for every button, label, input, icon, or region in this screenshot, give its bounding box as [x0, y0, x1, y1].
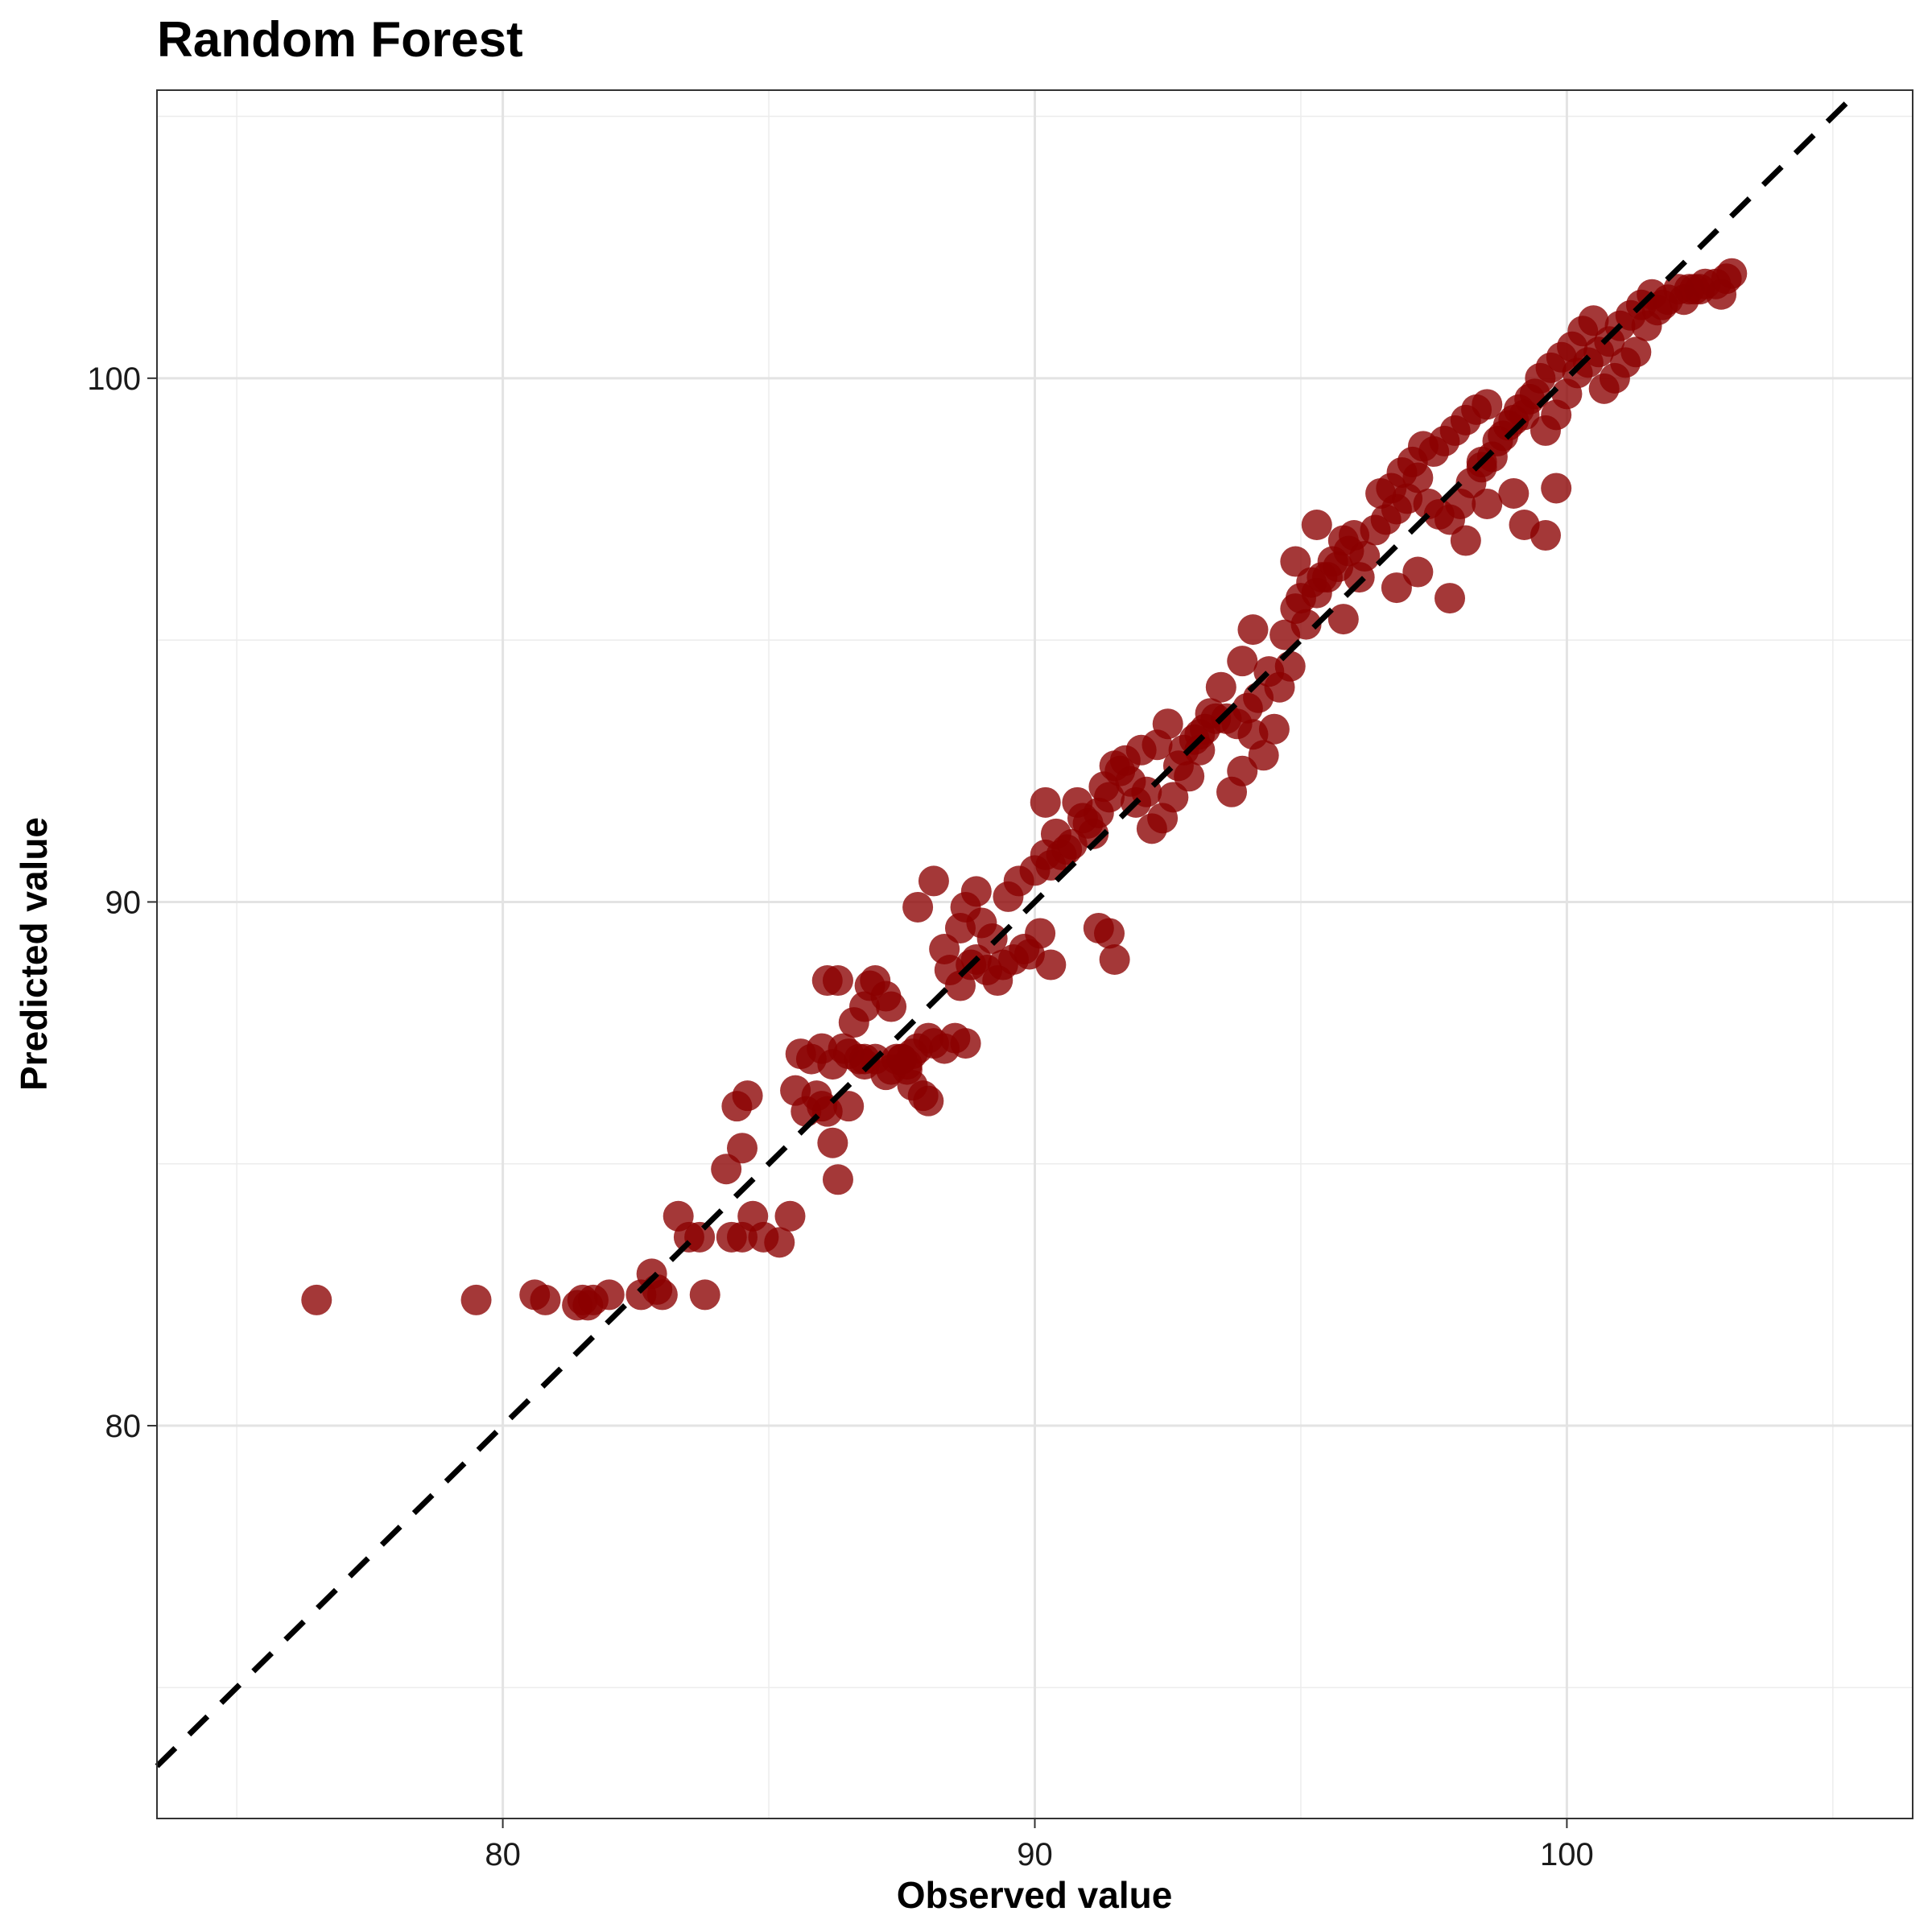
data-point [1109, 745, 1141, 776]
data-point [1062, 786, 1093, 818]
data-point [1274, 650, 1306, 682]
x-axis-ticks: 80 90 100 [485, 1818, 1594, 1872]
data-point [593, 1279, 625, 1311]
data-point [1030, 786, 1061, 818]
data-point [530, 1284, 561, 1315]
data-point [1035, 949, 1067, 980]
data-point [1498, 477, 1530, 509]
reference-line-layer [155, 88, 1862, 1769]
data-point [774, 1200, 806, 1232]
x-tick-label: 80 [485, 1837, 521, 1872]
data-point [1290, 609, 1322, 640]
data-point [822, 965, 853, 997]
y-axis-ticks: 80 90 100 [87, 361, 157, 1444]
data-point [849, 1049, 881, 1080]
data-point [1327, 604, 1359, 635]
data-point [732, 1080, 763, 1112]
chart-title: Random Forest [157, 12, 523, 68]
data-point [646, 1279, 678, 1311]
data-point [1647, 289, 1678, 320]
data-point [1435, 583, 1466, 614]
data-point [1301, 510, 1332, 541]
data-point [876, 991, 907, 1022]
data-point [1258, 713, 1290, 745]
data-point [950, 1028, 981, 1059]
y-tick-label: 90 [105, 885, 142, 920]
data-point [1472, 488, 1503, 519]
data-point [817, 1127, 848, 1158]
data-point [460, 1284, 492, 1315]
data-point [1174, 761, 1205, 792]
data-point [1349, 541, 1381, 572]
data-point [1248, 740, 1279, 771]
data-point [1541, 473, 1572, 504]
data-point [1136, 813, 1167, 844]
data-point [902, 891, 934, 923]
data-point [1227, 646, 1258, 677]
reference-line [155, 88, 1862, 1769]
data-point [897, 1038, 928, 1070]
data-point [1035, 849, 1067, 881]
points-layer [301, 258, 1748, 1321]
y-tick-label: 100 [87, 361, 141, 397]
data-point [1381, 572, 1412, 604]
data-point [1009, 933, 1040, 964]
data-point [689, 1279, 720, 1311]
data-point [822, 1164, 853, 1195]
data-point [727, 1133, 758, 1164]
data-point [1280, 546, 1311, 577]
data-point [1402, 556, 1434, 588]
data-point [1205, 671, 1236, 703]
data-point [913, 1085, 944, 1117]
data-point [737, 1200, 769, 1232]
data-point [711, 1154, 742, 1185]
x-axis-title: Observed value [897, 1874, 1173, 1916]
data-point [1184, 734, 1216, 766]
data-point [1472, 389, 1503, 420]
data-point [929, 933, 960, 964]
data-point [833, 1091, 865, 1122]
data-point [1152, 708, 1183, 740]
data-point [684, 1221, 716, 1253]
data-point [918, 865, 949, 897]
data-point [1099, 944, 1130, 976]
y-axis-title: Predicted value [13, 817, 55, 1091]
data-point [1078, 818, 1109, 849]
x-tick-label: 100 [1540, 1837, 1594, 1872]
data-point [1530, 520, 1561, 551]
y-tick-label: 80 [105, 1409, 142, 1444]
data-point [1620, 336, 1652, 368]
data-point [944, 912, 976, 943]
x-tick-label: 90 [1017, 1837, 1053, 1872]
data-point [764, 1227, 795, 1258]
data-point [1227, 755, 1258, 786]
data-point [1237, 614, 1269, 646]
data-point [1450, 525, 1481, 556]
data-point [1083, 912, 1114, 943]
data-point [1578, 305, 1609, 336]
data-point [301, 1284, 332, 1315]
